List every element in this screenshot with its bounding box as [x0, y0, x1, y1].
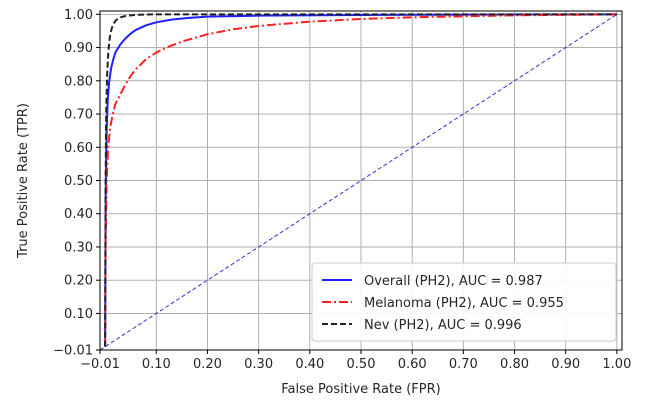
legend-label: Overall (PH2), AUC = 0.987 [364, 274, 543, 289]
series-line-3 [99, 13, 618, 351]
x-tick-label: 0.50 [347, 357, 376, 372]
legend-label: Melanoma (PH2), AUC = 0.955 [364, 296, 564, 311]
x-axis-label: False Positive Rate (FPR) [281, 382, 440, 397]
y-tick-label: 0.70 [64, 108, 93, 123]
x-tick-label: 0.60 [398, 357, 427, 372]
series-line-2 [104, 13, 617, 347]
legend: Overall (PH2), AUC = 0.987 Melanoma (PH2)… [311, 262, 617, 342]
x-tick-label: 0.70 [449, 357, 478, 372]
x-tick-label: 0.20 [193, 357, 222, 372]
y-tick-label: 0.20 [64, 274, 93, 289]
y-tick-label: 0.40 [64, 207, 93, 222]
y-axis-label: True Positive Rate (TPR) [16, 103, 31, 259]
y-tick-label: 0.30 [64, 240, 93, 255]
series-line-1 [104, 13, 617, 347]
y-tick-label: 0.60 [64, 141, 93, 156]
series-line-0 [104, 13, 617, 347]
legend-box [311, 262, 617, 342]
x-tick-label: 0.80 [500, 357, 529, 372]
x-tick-label: 0.10 [142, 357, 171, 372]
x-tick-label: 0.90 [551, 357, 580, 372]
x-tick-label: 1.00 [602, 357, 631, 372]
y-tick-label: 0.50 [64, 174, 93, 189]
x-tick-label: 0.40 [295, 357, 324, 372]
y-tick-label: 0.10 [64, 307, 93, 322]
x-axis-ticks: −0.01 0.10 0.20 0.30 0.40 0.50 0.60 0.70 0.80 0.9… [80, 350, 631, 372]
series-lines [99, 13, 618, 351]
y-tick-label: 0.90 [64, 41, 93, 56]
x-tick-label: −0.01 [80, 357, 120, 372]
y-tick-label: 1.00 [64, 8, 93, 23]
legend-label: Nev (PH2), AUC = 0.996 [364, 318, 522, 333]
y-axis-ticks: −0.01 0.10 0.20 0.30 0.40 0.50 0.60 0.70 0.80 0.9… [53, 8, 100, 359]
y-tick-label: −0.01 [53, 344, 93, 359]
y-tick-label: 0.80 [64, 74, 93, 89]
x-tick-label: 0.30 [244, 357, 273, 372]
